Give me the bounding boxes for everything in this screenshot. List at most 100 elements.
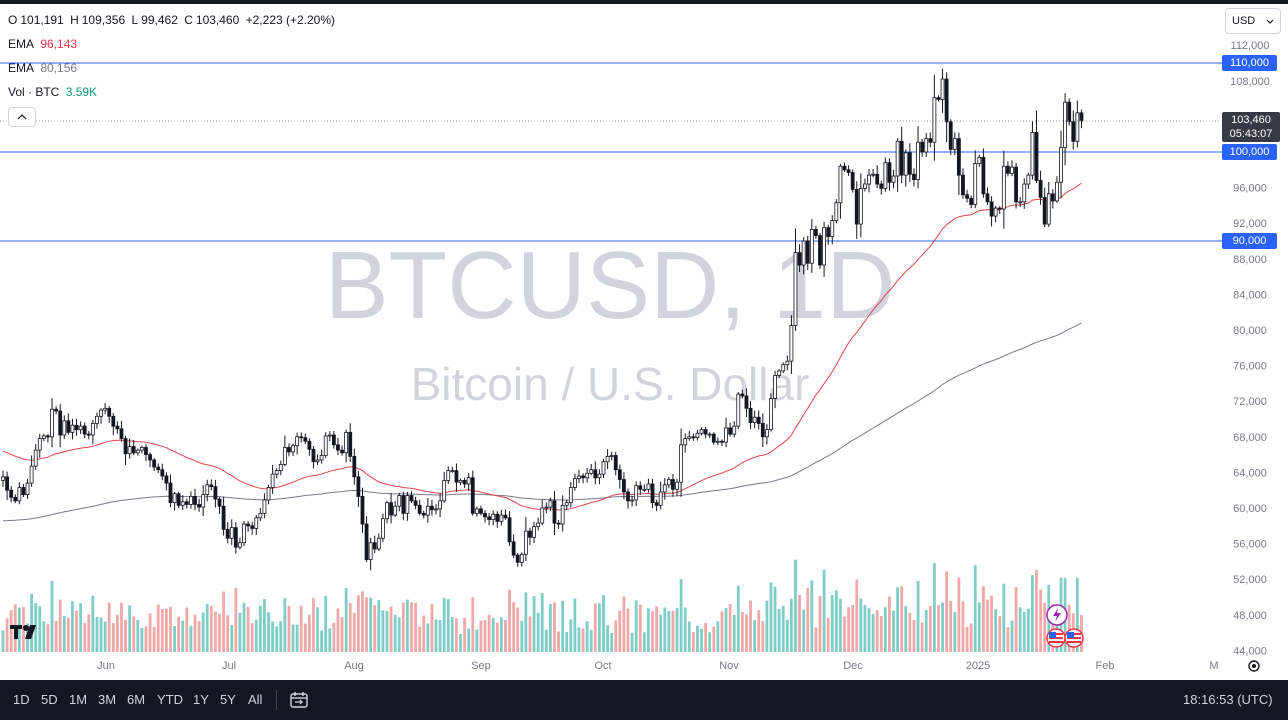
candle [311, 445, 316, 469]
volume-bar [565, 632, 569, 652]
volume-bar [790, 598, 793, 652]
bottom-toolbar: 1D 5D 1M 3M 6M YTD 1Y 5Y All 18:16:53 (U… [0, 680, 1288, 720]
date-range-button[interactable] [289, 690, 309, 713]
volume-bar [42, 621, 46, 652]
volume-legend[interactable]: Vol · BTC 3.59K [8, 85, 100, 99]
candle [13, 494, 18, 504]
volume-bar [855, 579, 859, 652]
range-5y-button[interactable]: 5Y [220, 692, 236, 707]
volume-bar [377, 600, 381, 652]
price-chart[interactable]: BTCUSD, 1D Bitcoin / U.S. Dollar 112,000… [0, 0, 1288, 680]
volume-bar [928, 605, 932, 652]
candle [246, 521, 251, 532]
volume-bar [908, 612, 912, 652]
candle [932, 74, 937, 161]
level-tag-100000[interactable]: 100,000 [1222, 144, 1277, 160]
candle [822, 221, 826, 277]
volume-bar [949, 600, 953, 652]
volume-bar [22, 607, 25, 652]
range-5d-button[interactable]: 5D [41, 692, 58, 707]
candle [46, 433, 50, 443]
price-tick-label: 96,000 [1233, 183, 1267, 195]
candle [393, 500, 398, 517]
volume-bar [867, 608, 871, 652]
volume-bar [753, 620, 757, 652]
volume-bar [95, 617, 99, 652]
volume-bar [700, 628, 703, 652]
volume-bar [181, 620, 185, 652]
volume-bar [732, 614, 736, 652]
candle [948, 119, 953, 156]
level-tag-110000[interactable]: 110,000 [1222, 55, 1277, 71]
price-tick-label: 48,000 [1233, 610, 1267, 622]
time-axis[interactable]: Jun Jul Aug Sep Oct Nov Dec 2025 Feb M [97, 660, 1260, 672]
candle [389, 492, 393, 524]
range-6m-button[interactable]: 6M [127, 692, 146, 707]
candle [1050, 189, 1055, 209]
volume-bar [953, 612, 957, 652]
candle [528, 527, 532, 546]
ema-slow-legend[interactable]: EMA 80,156 [8, 61, 80, 75]
volume-bar [463, 617, 467, 652]
horizontal-levels[interactable] [0, 62, 1222, 242]
level-tag-90000[interactable]: 90,000 [1222, 233, 1277, 249]
utc-clock[interactable]: 18:16:53 (UTC) [1183, 692, 1273, 707]
candle [523, 517, 528, 562]
candle [577, 469, 581, 484]
candle [781, 362, 786, 374]
volume-bar [1026, 608, 1030, 652]
range-1d-button[interactable]: 1D [13, 692, 30, 707]
volume-bar [197, 621, 201, 652]
volume-bar [87, 614, 91, 652]
candle [630, 495, 634, 507]
candle [916, 126, 920, 189]
volume-bar [622, 596, 626, 652]
window-top-border [0, 0, 1288, 4]
tradingview-logo[interactable] [10, 622, 42, 645]
volume-bar [561, 600, 565, 652]
candle [809, 219, 814, 273]
volume-bar [397, 617, 401, 652]
candle [111, 412, 116, 436]
range-3m-button[interactable]: 3M [98, 692, 117, 707]
candle [303, 433, 308, 445]
volume-bar [250, 623, 254, 652]
candle [654, 499, 659, 512]
candle [744, 388, 749, 418]
range-ytd-button[interactable]: YTD [157, 692, 183, 707]
candle [115, 421, 120, 434]
collapse-legend-button[interactable] [8, 107, 36, 127]
volume-bar [426, 623, 430, 652]
candle [184, 498, 189, 509]
currency-select[interactable]: USD [1225, 8, 1281, 34]
time-tick-label: Jun [97, 660, 115, 672]
volume-bar [303, 623, 307, 652]
range-1y-button[interactable]: 1Y [193, 692, 209, 707]
event-markers[interactable] [1044, 604, 1086, 657]
close-value: 103,460 [195, 13, 240, 27]
candlesticks[interactable] [1, 68, 1084, 571]
volume-bar [704, 622, 708, 652]
range-1m-button[interactable]: 1M [69, 692, 88, 707]
price-tick-label: 88,000 [1233, 254, 1267, 266]
currency-label: USD [1232, 15, 1256, 27]
volume-bar [148, 613, 152, 652]
ema-fast-legend[interactable]: EMA 96,143 [8, 37, 80, 51]
candle [830, 215, 835, 245]
candle [213, 479, 218, 508]
volume-bar [794, 559, 797, 652]
candle [814, 225, 818, 239]
candle [1026, 172, 1031, 189]
volume-bar [998, 616, 1002, 652]
volume-bar [520, 620, 524, 652]
volume-bar [655, 606, 658, 652]
candle [242, 520, 246, 547]
range-all-button[interactable]: All [248, 692, 263, 707]
candle [858, 173, 863, 238]
volume-bar [361, 591, 364, 652]
price-tick-label: 80,000 [1233, 325, 1267, 337]
volume-bar [777, 609, 781, 652]
volume-bar [442, 597, 446, 652]
volume-bar [728, 603, 732, 652]
candle [103, 403, 108, 415]
